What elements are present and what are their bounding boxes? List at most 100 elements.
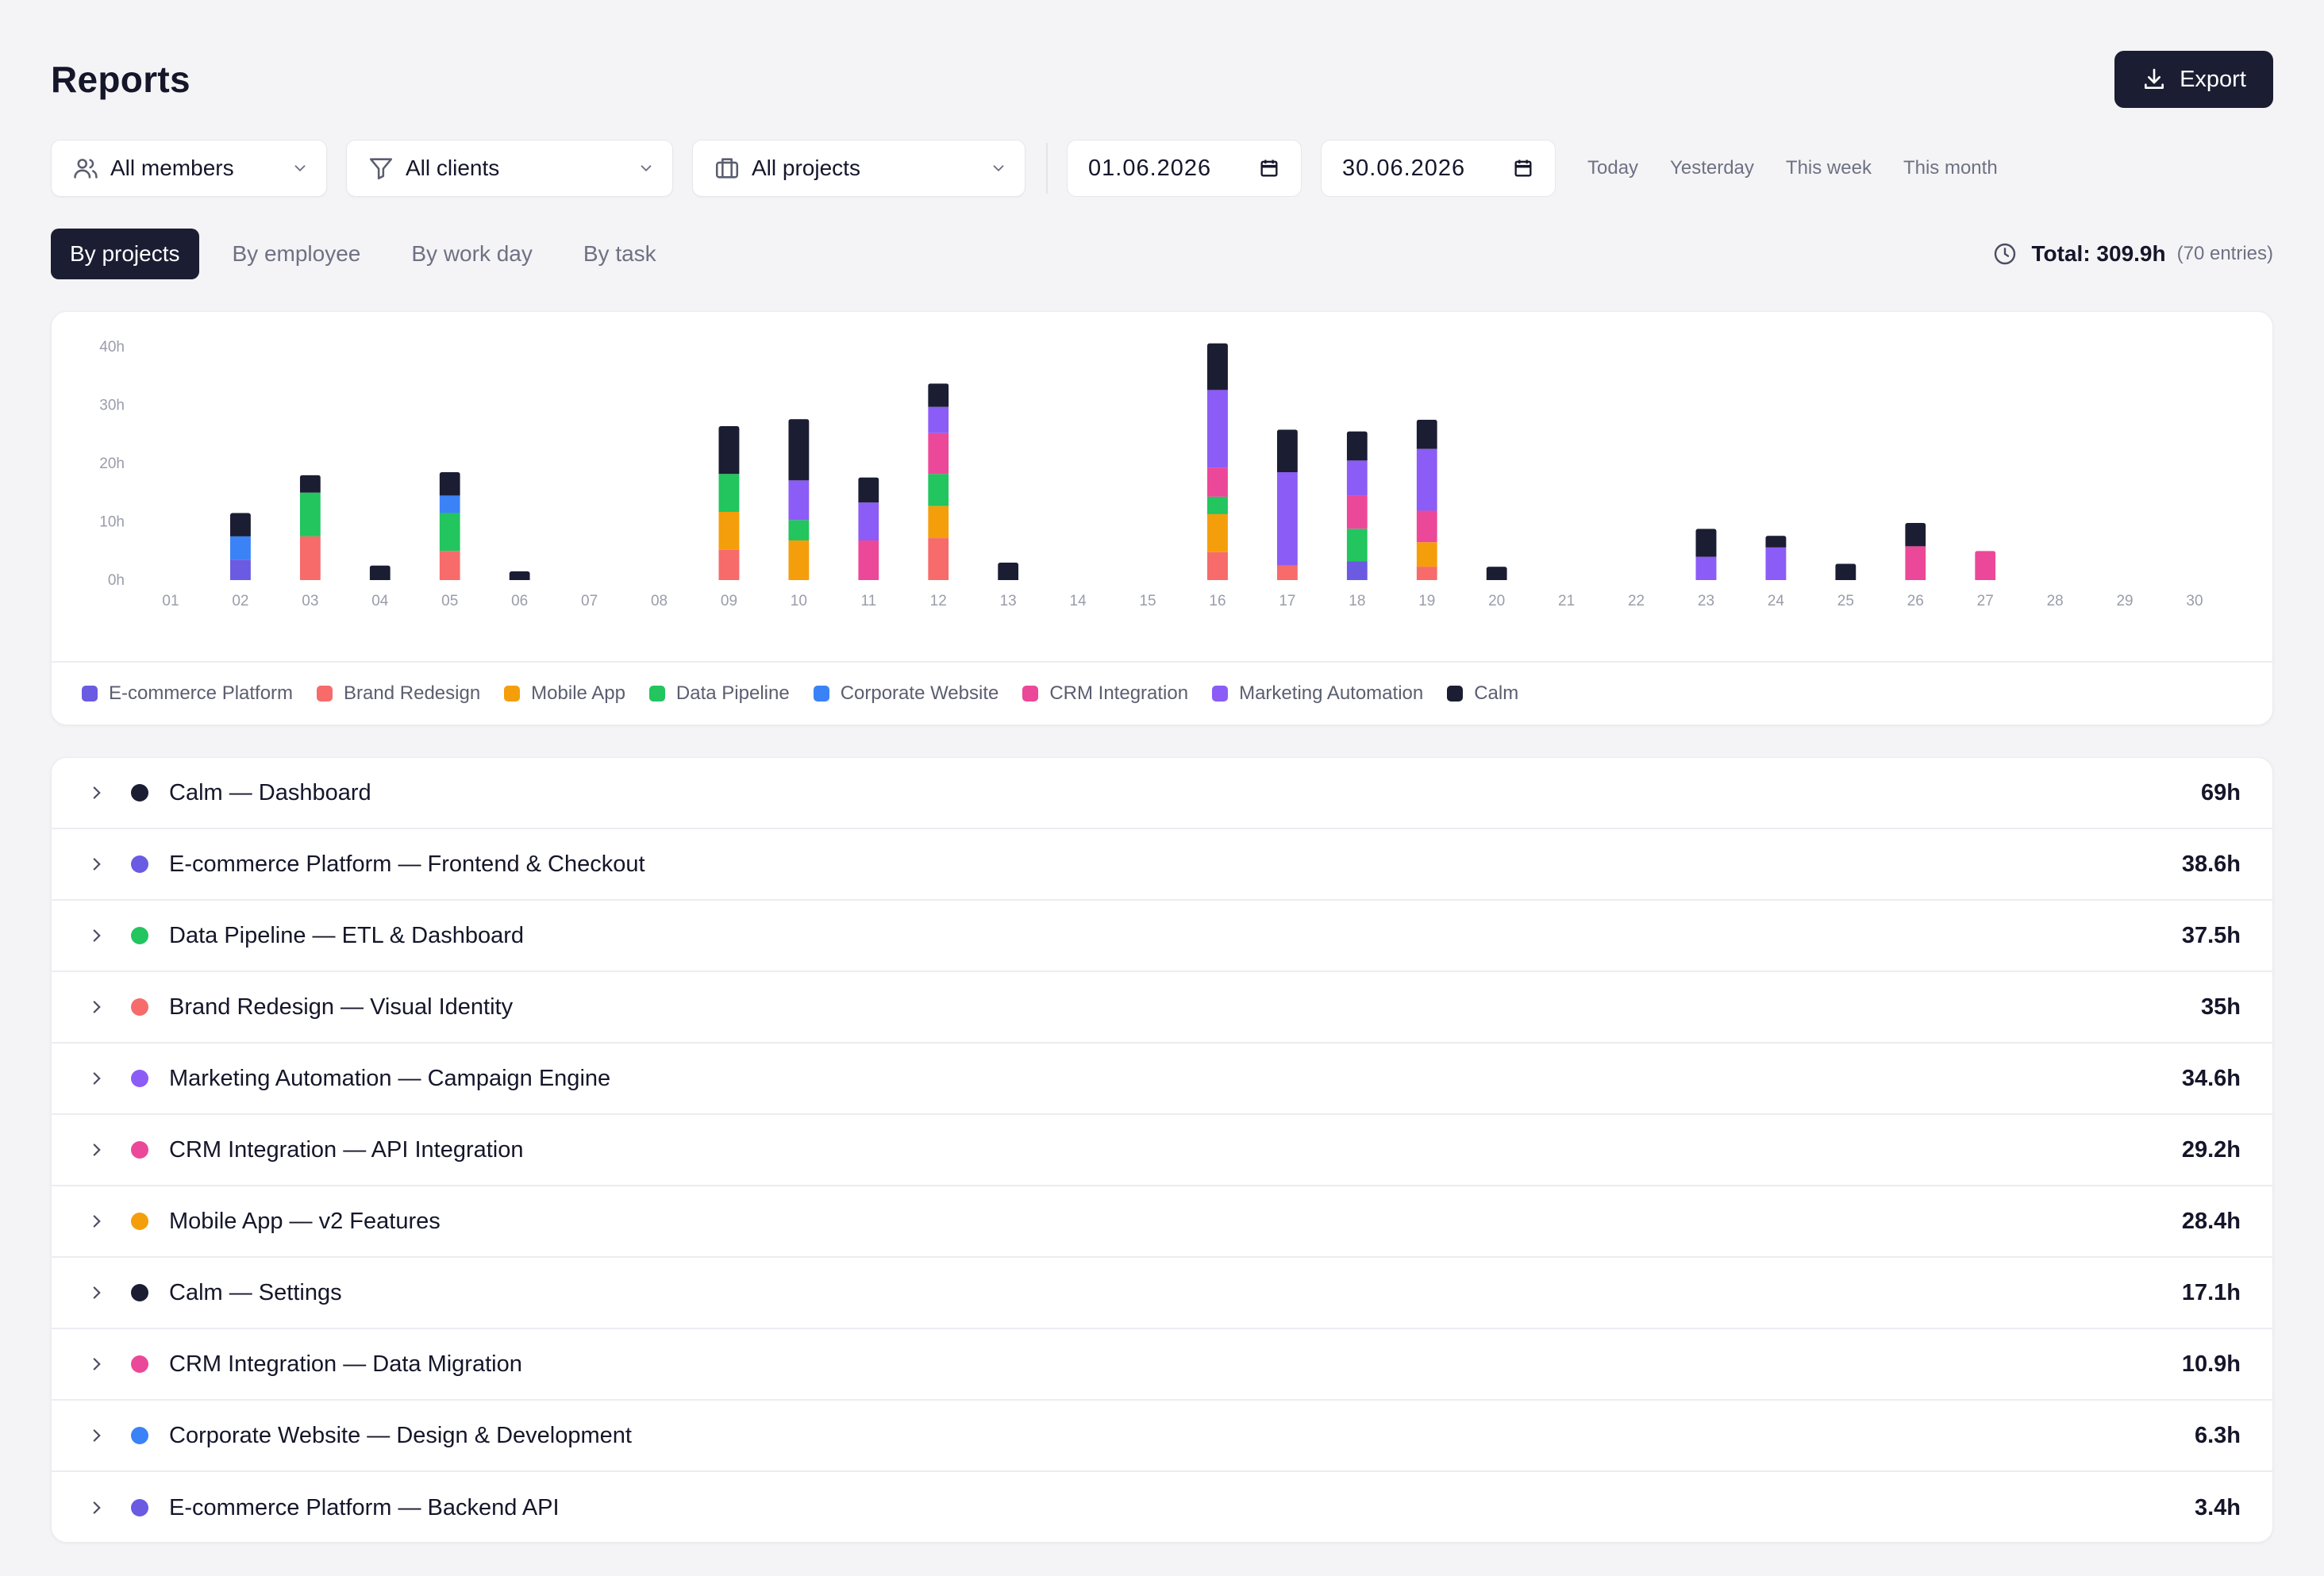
bar-segment[interactable] — [858, 477, 879, 503]
bar-segment[interactable] — [1206, 513, 1228, 552]
legend-item[interactable]: Calm — [1447, 682, 1518, 705]
bar-segment[interactable] — [1346, 431, 1368, 461]
bar-stack[interactable] — [718, 425, 740, 580]
bar-segment[interactable] — [1486, 567, 1507, 580]
bar-stack[interactable] — [1206, 343, 1228, 580]
bar-segment[interactable] — [1765, 536, 1787, 548]
bar-segment[interactable] — [1346, 561, 1368, 580]
bar-segment[interactable] — [1276, 429, 1298, 473]
table-row[interactable]: E-commerce Platform — Backend API 3.4h — [52, 1472, 2272, 1542]
bar-segment[interactable] — [1206, 343, 1228, 390]
chevron-right-icon[interactable] — [87, 1282, 107, 1303]
legend-item[interactable]: Marketing Automation — [1212, 682, 1423, 705]
bar-segment[interactable] — [1206, 467, 1228, 497]
table-row[interactable]: Data Pipeline — ETL & Dashboard 37.5h — [52, 901, 2272, 972]
bar-segment[interactable] — [1905, 522, 1926, 547]
table-row[interactable]: Calm — Dashboard 69h — [52, 758, 2272, 829]
bar-segment[interactable] — [1695, 556, 1717, 580]
bar-stack[interactable] — [509, 571, 530, 580]
bar-segment[interactable] — [1276, 472, 1298, 566]
bar-segment[interactable] — [1416, 542, 1437, 567]
chevron-right-icon[interactable] — [87, 1211, 107, 1232]
bar-segment[interactable] — [1905, 546, 1926, 580]
bar-segment[interactable] — [229, 536, 251, 560]
table-row[interactable]: Calm — Settings 17.1h — [52, 1258, 2272, 1329]
bar-segment[interactable] — [998, 562, 1019, 580]
bar-segment[interactable] — [928, 538, 949, 580]
bar-segment[interactable] — [928, 406, 949, 433]
date-from-input[interactable]: 01.06.2026 — [1067, 140, 1302, 197]
bar-segment[interactable] — [858, 502, 879, 541]
bar-segment[interactable] — [1206, 552, 1228, 580]
bar-segment[interactable] — [439, 472, 460, 496]
chevron-right-icon[interactable] — [87, 854, 107, 874]
legend-item[interactable]: Mobile App — [504, 682, 625, 705]
bar-stack[interactable] — [369, 565, 391, 580]
table-row[interactable]: Brand Redesign — Visual Identity 35h — [52, 972, 2272, 1044]
chevron-right-icon[interactable] — [87, 782, 107, 803]
bar-segment[interactable] — [299, 536, 321, 580]
bar-stack[interactable] — [1486, 567, 1507, 580]
bar-segment[interactable] — [1975, 551, 1996, 580]
bar-segment[interactable] — [1416, 448, 1437, 511]
bar-segment[interactable] — [1276, 565, 1298, 580]
tab-by-work-day[interactable]: By work day — [411, 241, 533, 266]
bar-stack[interactable] — [998, 562, 1019, 580]
bar-segment[interactable] — [788, 540, 810, 580]
quick-range-this-week[interactable]: This week — [1785, 157, 1872, 179]
bar-segment[interactable] — [1346, 529, 1368, 562]
bar-segment[interactable] — [928, 432, 949, 475]
bar-stack[interactable] — [299, 475, 321, 580]
table-row[interactable]: Marketing Automation — Campaign Engine 34… — [52, 1044, 2272, 1115]
bar-segment[interactable] — [299, 475, 321, 493]
table-row[interactable]: CRM Integration — Data Migration 10.9h — [52, 1329, 2272, 1401]
chevron-right-icon[interactable] — [87, 1140, 107, 1160]
bar-segment[interactable] — [1765, 547, 1787, 580]
chevron-right-icon[interactable] — [87, 1497, 107, 1518]
bar-stack[interactable] — [1276, 429, 1298, 580]
table-row[interactable]: E-commerce Platform — Frontend & Checkou… — [52, 829, 2272, 901]
bar-segment[interactable] — [1416, 419, 1437, 449]
bar-segment[interactable] — [439, 495, 460, 513]
legend-item[interactable]: CRM Integration — [1022, 682, 1188, 705]
legend-item[interactable]: Corporate Website — [813, 682, 998, 705]
bar-stack[interactable] — [1346, 431, 1368, 580]
bar-segment[interactable] — [1835, 563, 1857, 580]
bar-segment[interactable] — [1206, 390, 1228, 468]
bar-segment[interactable] — [439, 551, 460, 580]
calendar-icon[interactable] — [1512, 157, 1534, 179]
bar-segment[interactable] — [229, 513, 251, 536]
bar-segment[interactable] — [788, 419, 810, 481]
tab-by-task[interactable]: By task — [583, 241, 656, 266]
tab-by-employee[interactable]: By employee — [232, 241, 361, 266]
bar-segment[interactable] — [1695, 529, 1717, 557]
bar-segment[interactable] — [1416, 510, 1437, 543]
clients-select[interactable]: All clients — [346, 140, 673, 197]
bar-segment[interactable] — [718, 512, 740, 550]
members-select[interactable]: All members — [51, 140, 327, 197]
quick-range-today[interactable]: Today — [1587, 157, 1639, 179]
quick-range-this-month[interactable]: This month — [1903, 157, 1998, 179]
bar-segment[interactable] — [1206, 496, 1228, 514]
bar-segment[interactable] — [718, 474, 740, 513]
bar-stack[interactable] — [439, 472, 460, 580]
tab-by-projects[interactable]: By projects — [51, 229, 199, 279]
bar-segment[interactable] — [928, 505, 949, 539]
bar-segment[interactable] — [439, 513, 460, 552]
bar-segment[interactable] — [928, 383, 949, 407]
bar-stack[interactable] — [1835, 563, 1857, 580]
bar-segment[interactable] — [858, 540, 879, 580]
chevron-right-icon[interactable] — [87, 925, 107, 946]
bar-stack[interactable] — [1975, 551, 1996, 580]
bar-segment[interactable] — [788, 480, 810, 521]
bar-stack[interactable] — [1765, 536, 1787, 580]
legend-item[interactable]: Brand Redesign — [317, 682, 480, 705]
bar-segment[interactable] — [718, 425, 740, 475]
bar-segment[interactable] — [788, 520, 810, 541]
bar-segment[interactable] — [509, 571, 530, 580]
bar-stack[interactable] — [229, 513, 251, 580]
projects-select[interactable]: All projects — [692, 140, 1025, 197]
bar-segment[interactable] — [718, 549, 740, 580]
quick-range-yesterday[interactable]: Yesterday — [1670, 157, 1754, 179]
bar-segment[interactable] — [928, 474, 949, 506]
